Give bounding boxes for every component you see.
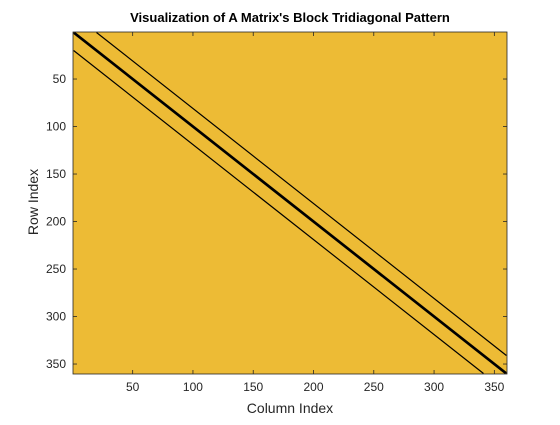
x-tick-label: 50 [126,380,140,394]
y-tick-label: 50 [53,72,67,86]
super-diagonal-1 [74,32,507,374]
x-tick-label: 250 [364,380,384,394]
y-tick-label: 350 [46,357,66,371]
x-tick-label: 350 [484,380,504,394]
super-diagonal-block [96,32,507,356]
x-tick-label: 200 [303,380,323,394]
x-tick-label: 300 [424,380,444,394]
x-tick-label: 150 [243,380,263,394]
diagonal-bands [73,32,507,374]
ticks: 50 100 150 200 250 300 350 50 100 150 200 250 300 350 [46,32,507,394]
y-tick-label: 250 [46,262,66,276]
main-diagonal [73,32,507,374]
y-tick-label: 100 [46,120,66,134]
sub-diagonal-1 [73,32,506,374]
y-tick-label: 150 [46,167,66,181]
y-axis-label: Row Index [25,169,41,235]
plot-frame [72,31,508,375]
chart-title: Visualization of A Matrix's Block Tridia… [130,10,450,25]
sub-diagonal-block [73,50,484,374]
y-tick-label: 200 [46,215,66,229]
x-axis-label: Column Index [247,400,333,416]
y-tick-label: 300 [46,310,66,324]
x-tick-label: 100 [183,380,203,394]
